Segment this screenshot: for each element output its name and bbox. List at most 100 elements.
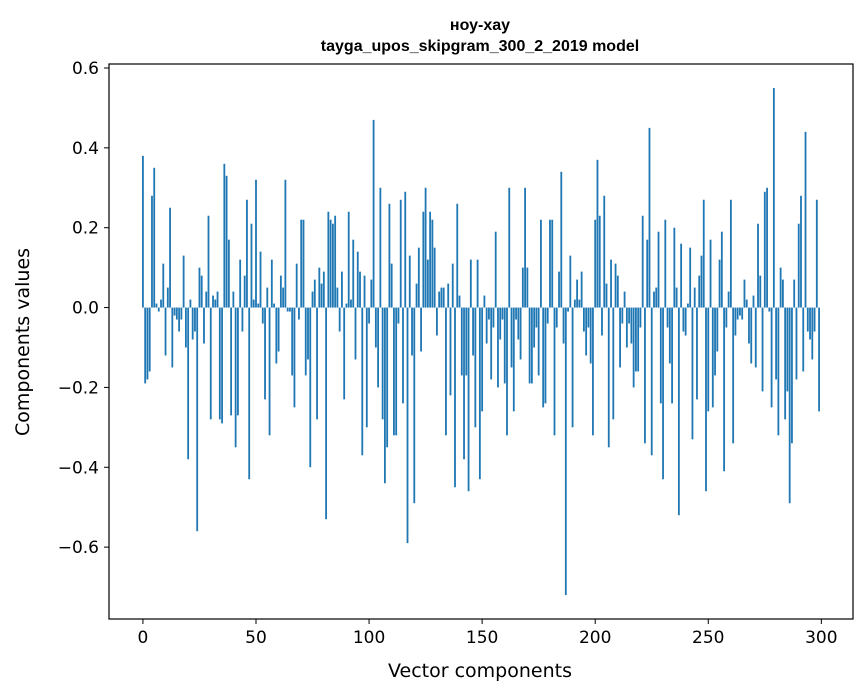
bar [587, 307, 590, 328]
bar [406, 307, 409, 544]
bar [194, 307, 196, 332]
bar [307, 307, 309, 360]
bar [551, 219, 554, 308]
bar [422, 211, 425, 308]
x-tick-label: 150 [466, 628, 498, 648]
bar [757, 223, 759, 308]
bar-series [142, 87, 820, 596]
bar [345, 303, 348, 308]
bar [564, 307, 567, 596]
x-tick-label: 100 [353, 628, 385, 648]
bar [544, 307, 547, 404]
bar [818, 307, 820, 412]
bar [338, 307, 341, 332]
bar [666, 307, 669, 328]
bar [750, 307, 753, 364]
bar [727, 291, 730, 308]
bar [320, 283, 323, 308]
bar [725, 307, 728, 328]
bar [623, 291, 626, 308]
bar [659, 307, 662, 404]
bar [347, 211, 350, 308]
bar [365, 307, 368, 428]
bar [146, 307, 149, 380]
bar [770, 307, 773, 408]
bar [175, 307, 178, 320]
bar [759, 275, 762, 308]
bar [142, 155, 144, 308]
bar [327, 211, 330, 308]
bar [311, 291, 314, 308]
bar [411, 307, 413, 356]
bar [318, 267, 321, 308]
bar [510, 307, 513, 368]
bar [589, 307, 592, 364]
bar [625, 307, 628, 348]
x-axis-label: Vector components [388, 660, 572, 682]
bar [200, 275, 203, 308]
bar [628, 307, 631, 324]
bar [619, 307, 621, 368]
bar [691, 307, 694, 440]
bar [555, 307, 558, 328]
bar [582, 307, 585, 332]
bar [793, 279, 796, 308]
bar [693, 287, 696, 308]
x-tick-label: 300 [805, 628, 837, 648]
bar [191, 307, 194, 340]
y-axis-label: Components values [12, 248, 34, 436]
bar [739, 307, 741, 316]
bar [458, 295, 461, 308]
bar [180, 307, 183, 320]
bar [745, 299, 748, 308]
bar [440, 287, 443, 308]
bar [512, 307, 515, 412]
bar [171, 307, 174, 368]
chart-title: ноу-хау [450, 17, 510, 34]
bar [503, 307, 506, 384]
bar [354, 307, 357, 360]
bar [388, 203, 391, 308]
bar [203, 307, 205, 344]
bar [763, 191, 766, 308]
bar [293, 307, 296, 408]
bar [316, 307, 318, 420]
bar [483, 295, 486, 308]
bar [257, 303, 260, 308]
bar [720, 231, 723, 308]
bar [621, 307, 624, 324]
bar [225, 175, 228, 308]
bar [431, 219, 434, 308]
bar [449, 307, 452, 396]
bar [302, 219, 305, 308]
bar [363, 275, 366, 308]
bar [549, 219, 551, 308]
bar [289, 307, 291, 312]
bar [641, 215, 644, 308]
bar [709, 239, 712, 308]
bar [259, 251, 262, 308]
bar [266, 287, 269, 308]
bar [417, 247, 420, 308]
bar [223, 163, 226, 308]
chart-subtitle: tayga_upos_skipgram_300_2_2019 model [321, 38, 639, 55]
bar [205, 291, 208, 308]
bar [777, 307, 780, 436]
bar [806, 307, 809, 332]
bar [386, 307, 389, 448]
bar [377, 307, 380, 388]
bar [334, 215, 337, 308]
bar [166, 287, 169, 308]
x-tick-label: 200 [579, 628, 611, 648]
bar [675, 287, 678, 308]
bar [379, 187, 382, 308]
bar [454, 307, 456, 488]
bar [413, 307, 416, 504]
bar [445, 307, 447, 436]
bar [519, 307, 522, 360]
y-tick-label: 0.2 [72, 219, 99, 239]
bar [800, 195, 802, 308]
bar [356, 251, 359, 308]
bar [447, 283, 450, 308]
bar [677, 307, 680, 516]
